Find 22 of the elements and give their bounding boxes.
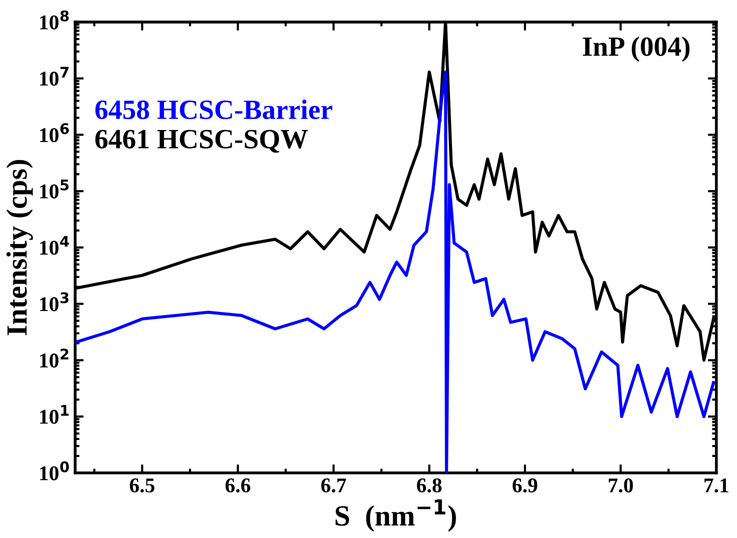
x-tick-label: 6.6 — [226, 478, 250, 493]
x-tick-label: 6.7 — [321, 478, 346, 493]
x-tick-label: 7.0 — [608, 478, 633, 493]
x-tick-label: 7.1 — [704, 478, 728, 493]
text: 6461 HCSC-SQW — [95, 130, 308, 153]
line-series — [75, 70, 716, 473]
y-tick-label: 10$^{1}$ — [40, 405, 69, 424]
x-tick-label: 6.5 — [130, 478, 154, 493]
y-tick-label: 10$^{2}$ — [40, 348, 68, 368]
x-axis-title: S (nm$^{−1}$) — [336, 499, 456, 532]
x-tick-label: 6.9 — [512, 478, 538, 493]
y-tick-label: 10$^{3}$ — [40, 292, 68, 312]
text: 6458 HCSC-Barrier — [95, 100, 332, 120]
y-tick-label: 10$^{6}$ — [40, 123, 69, 142]
y-tick-label: 10$^{5}$ — [40, 180, 69, 198]
y-axis-title: Intensity (cps) — [6, 160, 33, 336]
y-tick-label: 10$^{8}$ — [40, 10, 69, 30]
annotation: InP (004) — [582, 36, 690, 62]
y-tick-label: 10$^{4}$ — [40, 236, 69, 255]
y-tick-label: 10$^{0}$ — [40, 461, 69, 480]
x-tick-label: 6.8 — [416, 478, 442, 493]
y-tick-label: 10$^{7}$ — [40, 66, 68, 86]
